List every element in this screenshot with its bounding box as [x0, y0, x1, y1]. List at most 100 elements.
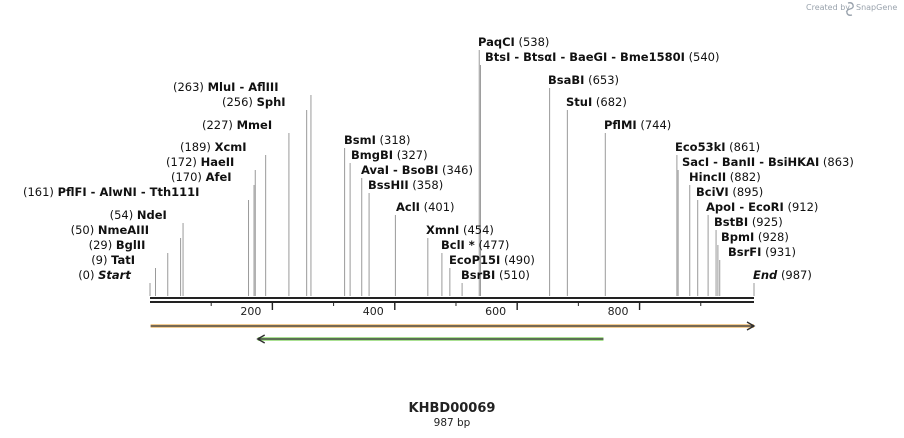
site-haeii-name: HaeII: [201, 155, 235, 169]
site-end-name: End: [753, 268, 778, 282]
site-bcli-name: BclI *: [441, 238, 475, 252]
site-mmei-label: (227) MmeI: [202, 118, 272, 132]
site-btsi-bts-i-baegi-bme1580i-position: (540): [689, 50, 720, 64]
site-ecop15i-name: EcoP15I: [449, 253, 500, 267]
site-bcivi-name: BciVI: [696, 185, 729, 199]
site-bsmi-label: BsmI (318): [344, 133, 410, 147]
watermark-prefix: Created by: [806, 3, 850, 12]
site-ecop15i-label: EcoP15I (490): [449, 253, 535, 267]
site-sphi-name: SphI: [257, 95, 286, 109]
site-leader-lines: [149, 50, 755, 296]
site-paqci-name: PaqCI: [478, 35, 515, 49]
site-mlui-afliii-label: (263) MluI - AflIII: [173, 80, 279, 94]
site-ndei-label: (54) NdeI: [110, 208, 167, 222]
site-eco53ki-name: Eco53kI: [675, 140, 726, 154]
site-paqci-position: (538): [519, 35, 550, 49]
site-sphi-position: (256): [222, 95, 253, 109]
site-bstbi-name: BstBI: [714, 215, 748, 229]
site-hincii-name: HincII: [689, 170, 726, 184]
site-start-label: (0) Start: [78, 268, 131, 282]
site-start-name: Start: [98, 268, 131, 282]
snapgene-logo-icon: [846, 2, 854, 16]
site-hincii-label: HincII (882): [689, 170, 761, 184]
site-xmni-label: XmnI (454): [426, 223, 494, 237]
site-bmgbi-position: (327): [397, 148, 428, 162]
site-afei-name: AfeI: [206, 170, 232, 184]
site-bmgbi-name: BmgBI: [351, 148, 393, 162]
site-bcli-label: BclI * (477): [441, 238, 509, 252]
site-saci-banii-bsihkai-name: SacI - BanII - BsiHKAI: [682, 155, 819, 169]
site-end-label: End (987): [753, 268, 812, 282]
site-stui-position: (682): [596, 95, 627, 109]
site-stui-name: StuI: [566, 95, 592, 109]
site-haeii-position: (172): [166, 155, 197, 169]
site-apoi-ecori-name: ApoI - EcoRI: [706, 200, 784, 214]
site-bsrbi-position: (510): [499, 268, 530, 282]
site-pflmi-label: PflMI (744): [604, 118, 671, 132]
site-bsabi-position: (653): [588, 73, 619, 87]
site-sphi-label: (256) SphI: [222, 95, 286, 109]
features: [150, 321, 756, 344]
site-bglii-name: BglII: [116, 238, 146, 252]
site-xcmi-position: (189): [180, 140, 211, 154]
site-apoi-ecori-position: (912): [787, 200, 818, 214]
site-acli-position: (401): [424, 200, 455, 214]
ruler-label-800: 800: [608, 305, 629, 318]
site-mlui-afliii-position: (263): [173, 80, 204, 94]
site-eco53ki-position: (861): [729, 140, 760, 154]
site-btsi-bts-i-baegi-bme1580i-name: BtsI - BtsαI - BaeGI - Bme1580I: [485, 50, 685, 64]
site-pflfi-alwni-tth111i-position: (161): [23, 185, 54, 199]
site-ndei-position: (54): [110, 208, 134, 222]
site-start-position: (0): [78, 268, 94, 282]
ruler-label-600: 600: [485, 305, 506, 318]
ruler-label-400: 400: [363, 305, 384, 318]
site-xmni-position: (454): [463, 223, 494, 237]
plasmid-name: KHBD00069: [409, 401, 496, 416]
site-pflmi-name: PflMI: [604, 118, 637, 132]
site-tati-name: TatI: [111, 253, 135, 267]
site-haeii-label: (172) HaeII: [166, 155, 234, 169]
site-bsshii-name: BssHII: [368, 178, 409, 192]
site-mlui-afliii-name: MluI - AflIII: [208, 80, 279, 94]
site-bcivi-position: (895): [732, 185, 763, 199]
plasmid-length: 987 bp: [434, 417, 471, 429]
site-bsrfi-label: BsrFI (931): [728, 245, 796, 259]
site-bmgbi-label: BmgBI (327): [351, 148, 428, 162]
site-saci-banii-bsihkai-label: SacI - BanII - BsiHKAI (863): [682, 155, 854, 169]
site-bpmi-label: BpmI (928): [721, 230, 789, 244]
site-hincii-position: (882): [730, 170, 761, 184]
site-pflfi-alwni-tth111i-name: PflFI - AlwNI - Tth111I: [58, 185, 200, 199]
site-btsi-bts-i-baegi-bme1580i-label: BtsI - BtsαI - BaeGI - Bme1580I (540): [485, 50, 720, 64]
watermark: Created by SnapGene: [806, 2, 897, 16]
site-avai-bsobi-position: (346): [442, 163, 473, 177]
site-pflmi-position: (744): [640, 118, 671, 132]
site-bglii-label: (29) BglII: [89, 238, 146, 252]
green-feature: [256, 334, 604, 344]
site-mmei-position: (227): [202, 118, 233, 132]
site-paqci-label: PaqCI (538): [478, 35, 549, 49]
site-bcivi-label: BciVI (895): [696, 185, 763, 199]
orange-feature-arrow-icon: [746, 321, 756, 331]
ruler-label-200: 200: [240, 305, 261, 318]
site-avai-bsobi-label: AvaI - BsoBI (346): [361, 163, 473, 177]
site-labels: (0) Start(9) TatI(29) BglII(50) NmeAIII(…: [23, 35, 854, 282]
site-bsmi-name: BsmI: [344, 133, 376, 147]
site-avai-bsobi-name: AvaI - BsoBI: [361, 163, 438, 177]
site-xcmi-label: (189) XcmI: [180, 140, 247, 154]
site-xcmi-name: XcmI: [215, 140, 247, 154]
site-xmni-name: XmnI: [426, 223, 459, 237]
site-apoi-ecori-label: ApoI - EcoRI (912): [706, 200, 818, 214]
site-bpmi-name: BpmI: [721, 230, 754, 244]
green-feature-arrow-icon: [256, 334, 266, 344]
site-bsshii-position: (358): [412, 178, 443, 192]
site-pflfi-alwni-tth111i-label: (161) PflFI - AlwNI - Tth111I: [23, 185, 199, 199]
orange-feature: [150, 321, 756, 331]
site-stui-label: StuI (682): [566, 95, 627, 109]
site-bsabi-name: BsaBI: [548, 73, 584, 87]
site-bsabi-label: BsaBI (653): [548, 73, 619, 87]
site-afei-label: (170) AfeI: [171, 170, 232, 184]
site-bsmi-position: (318): [380, 133, 411, 147]
site-tati-position: (9): [91, 253, 107, 267]
site-ndei-name: NdeI: [137, 208, 167, 222]
